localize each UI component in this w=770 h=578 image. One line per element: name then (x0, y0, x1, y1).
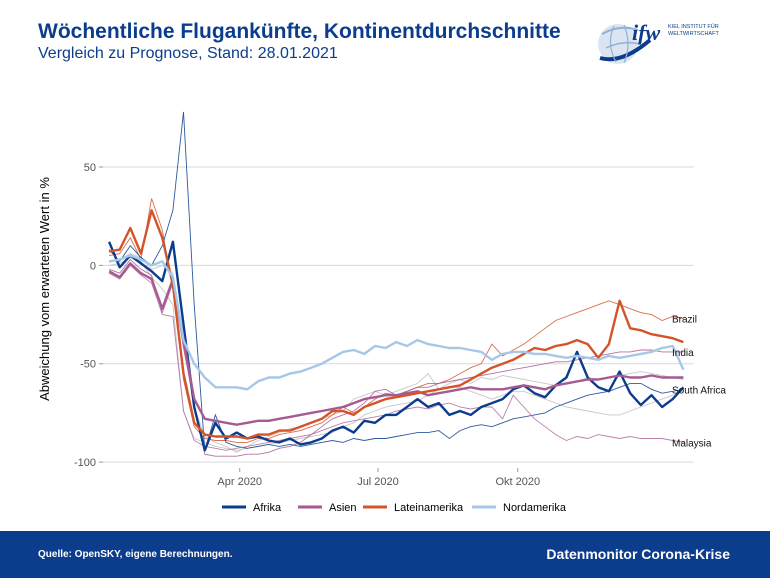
country-label-south-africa: South Africa (672, 385, 726, 396)
country-labels: Brazil India South Africa Malaysia (672, 314, 726, 449)
footer-brand: Datenmonitor Corona-Krise (546, 546, 730, 562)
chart-title: Wöchentliche Flugankünfte, Kontinentdurc… (38, 20, 561, 43)
logo-wordmark: ifw (632, 20, 660, 45)
country-label-malaysia: Malaysia (672, 438, 712, 449)
y-tick-label: -50 (80, 359, 96, 371)
grid-layer (103, 166, 694, 463)
legend: Afrika Asien Lateinamerika Nordamerika (222, 502, 567, 514)
legend-label-latein: Lateinamerika (394, 502, 464, 514)
series-line-latein (108, 209, 684, 440)
series-line-asien (108, 262, 684, 426)
legend-label-nord: Nordamerika (503, 502, 567, 514)
logo-line-2: WELTWIRTSCHAFT (668, 31, 719, 37)
line-chart: 50 0 -50 -100 Apr 2020 Jul 2020 Okt 2020 Braz… (37, 111, 726, 514)
footer-bar: Quelle: OpenSKY, eigene Berechnungen. Da… (0, 531, 770, 578)
y-tick-label: 50 (84, 162, 96, 174)
ifw-logo: ifw KIEL INSTITUT FÜR WELTWIRTSCHAFT (598, 20, 719, 64)
x-tick-label: Okt 2020 (495, 476, 540, 488)
continent-series-lines (107, 209, 685, 452)
source-note: Quelle: OpenSKY, eigene Berechnungen. (38, 549, 233, 560)
logo-line-1: KIEL INSTITUT FÜR (668, 23, 719, 30)
background-country-line (109, 257, 684, 451)
y-tick-labels: 50 0 -50 -100 (74, 162, 103, 469)
y-tick-label: -100 (74, 457, 96, 469)
y-axis-label: Abweichung vom erwarteten Wert in % (37, 177, 52, 401)
x-tick-label: Apr 2020 (217, 476, 262, 488)
legend-label-afrika: Afrika (253, 502, 282, 514)
x-tick-label: Jul 2020 (357, 476, 399, 488)
series-line-nord (108, 254, 685, 391)
legend-label-asien: Asien (329, 502, 357, 514)
y-tick-label: 0 (90, 260, 96, 272)
country-label-brazil: Brazil (672, 314, 697, 325)
x-tick-labels: Apr 2020 Jul 2020 Okt 2020 (217, 468, 540, 488)
chart-subtitle: Vergleich zu Prognose, Stand: 28.01.2021 (38, 45, 338, 62)
country-label-india: India (672, 348, 694, 359)
series-line-afrika (107, 240, 685, 452)
globe-icon (598, 24, 652, 64)
